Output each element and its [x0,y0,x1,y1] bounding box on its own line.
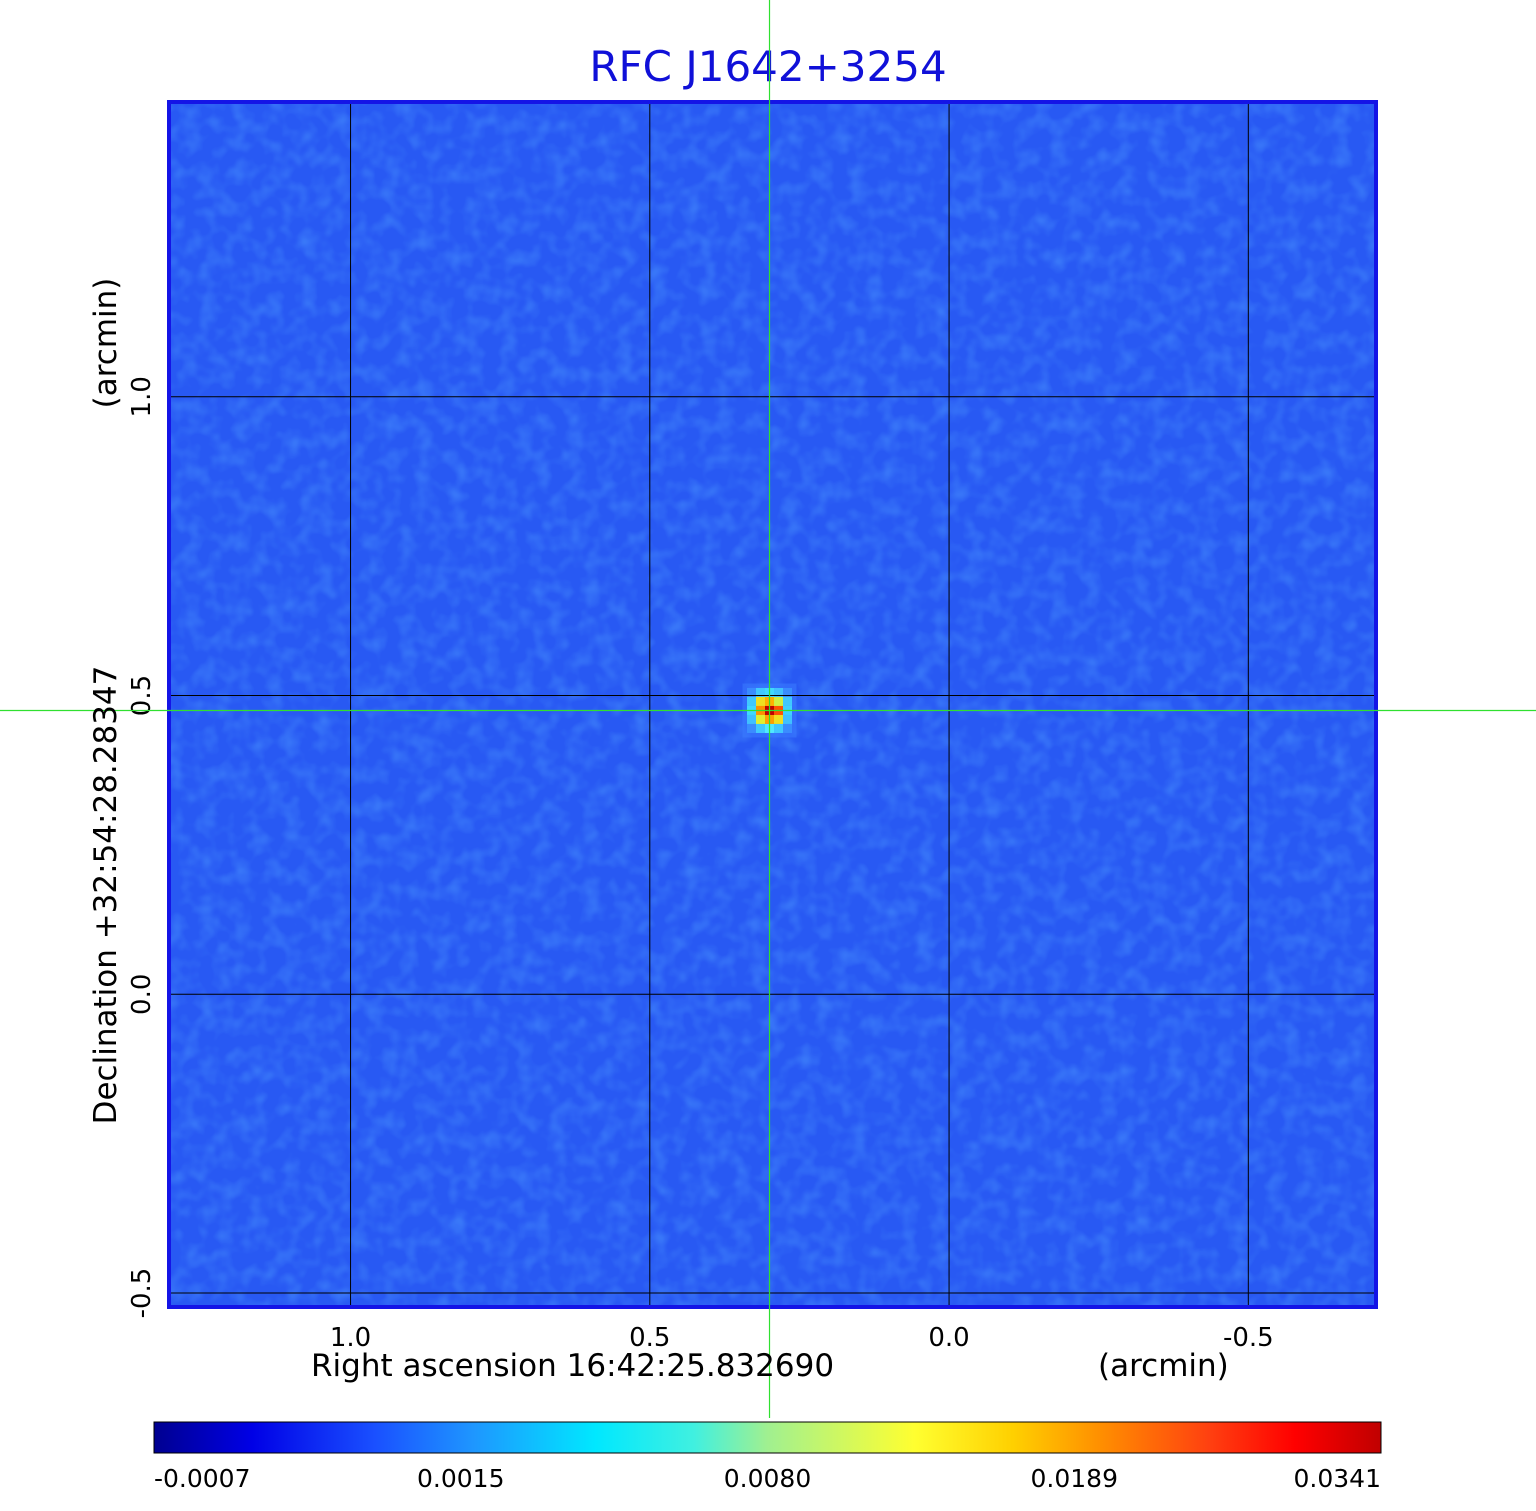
source-pixel-4 [783,687,793,697]
source-pixel-3 [774,687,784,697]
colorbar-tick-label-2: 0.0080 [724,1464,811,1493]
source-pixel-0 [747,687,757,697]
x-tick-label-1: 0.5 [629,1323,670,1353]
source-pixel-5 [747,696,757,706]
x-axis-unit: (arcmin) [1098,1348,1229,1384]
x-tick-labels: 1.0 0.5 0.0 -0.5 [330,1323,1274,1353]
colorbar-tick-label-0: -0.0007 [154,1464,251,1493]
y-axis-label-text: Declination +32:54:28.28347 [88,665,124,1125]
colorbar-tick-labels: -0.0007 0.0015 0.0080 0.0189 0.0341 [154,1464,1381,1493]
colorbar-tick-label-3: 0.0189 [1031,1464,1118,1493]
source-pixel-19 [783,714,793,724]
source-pixel-24 [783,723,793,733]
coordinate-grid [171,104,1374,1305]
source-pixel-20 [747,723,757,733]
colorbar [153,1421,1382,1454]
source-pixel-23 [774,723,784,733]
plot-frame [167,100,1378,1309]
source-pixel-6 [756,696,766,706]
y-tick-label-0: -0.5 [127,1268,157,1319]
source-pixel-16 [756,714,766,724]
y-axis-unit-text: (arcmin) [88,277,124,409]
x-tick-label-2: 0.0 [928,1323,969,1353]
source-pixel-21 [756,723,766,733]
source-pixel-18 [774,714,784,724]
y-tick-labels: -0.5 0.0 0.5 1.0 [127,376,157,1318]
source-pixel-8 [774,696,784,706]
x-tick-label-3: -0.5 [1223,1323,1274,1353]
colorbar-tick-label-1: 0.0015 [417,1464,504,1493]
source-pixel-15 [747,714,757,724]
y-tick-label-3: 1.0 [127,376,157,417]
source-pixel-1 [756,687,766,697]
x-axis-label: Right ascension 16:42:25.832690 [311,1348,835,1384]
colorbar-tick-label-4: 0.0341 [1294,1464,1381,1493]
y-tick-label-1: 0.0 [127,974,157,1015]
plot-title: RFC J1642+3254 [589,42,947,91]
y-tick-label-2: 0.5 [127,675,157,716]
x-tick-label-0: 1.0 [330,1323,371,1353]
crosshair [0,0,1536,1418]
source-pixel-9 [783,696,793,706]
